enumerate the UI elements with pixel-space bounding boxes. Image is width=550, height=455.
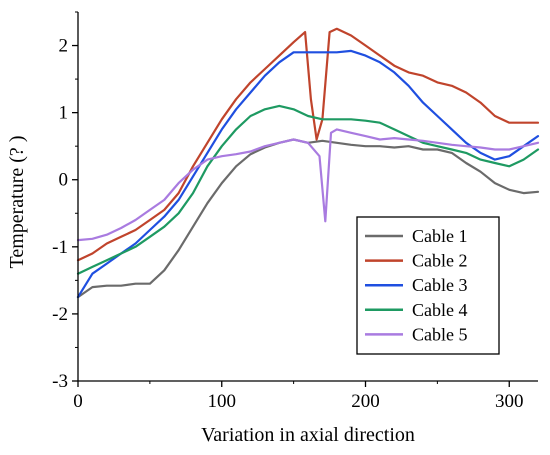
series-line-cable-2 xyxy=(76,27,540,262)
y-tick-label: 0 xyxy=(59,170,69,191)
series-line-cable-5 xyxy=(76,128,540,242)
y-tick-label: -3 xyxy=(52,371,68,392)
x-tick-label: 300 xyxy=(495,391,524,412)
series-line-cable-4 xyxy=(76,104,540,275)
legend-label-cable-2: Cable 2 xyxy=(412,251,468,271)
series-line-cable-3 xyxy=(76,49,540,299)
x-tick-label: 100 xyxy=(208,391,237,412)
x-axis-label: Variation in axial direction xyxy=(201,424,415,446)
series-layer xyxy=(76,27,540,299)
legend-label-cable-1: Cable 1 xyxy=(412,226,468,246)
y-tick-label: -1 xyxy=(52,237,68,258)
axes-layer: 0 100 200 300 -3 -2 -1 0 1 2 xyxy=(52,11,538,412)
y-tick-label: 1 xyxy=(59,103,69,124)
legend: Cable 1 Cable 2 Cable 3 Cable 4 Cable 5 xyxy=(356,216,500,355)
legend-label-cable-5: Cable 5 xyxy=(412,324,468,344)
legend-label-cable-3: Cable 3 xyxy=(412,275,468,295)
y-tick-label: 2 xyxy=(59,36,69,57)
y-axis-label: Temperature (? ) xyxy=(6,136,28,269)
legend-label-cable-4: Cable 4 xyxy=(412,300,468,320)
x-tick-label: 0 xyxy=(73,391,83,412)
x-tick-label: 200 xyxy=(351,391,380,412)
y-tick-label: -2 xyxy=(52,304,68,325)
